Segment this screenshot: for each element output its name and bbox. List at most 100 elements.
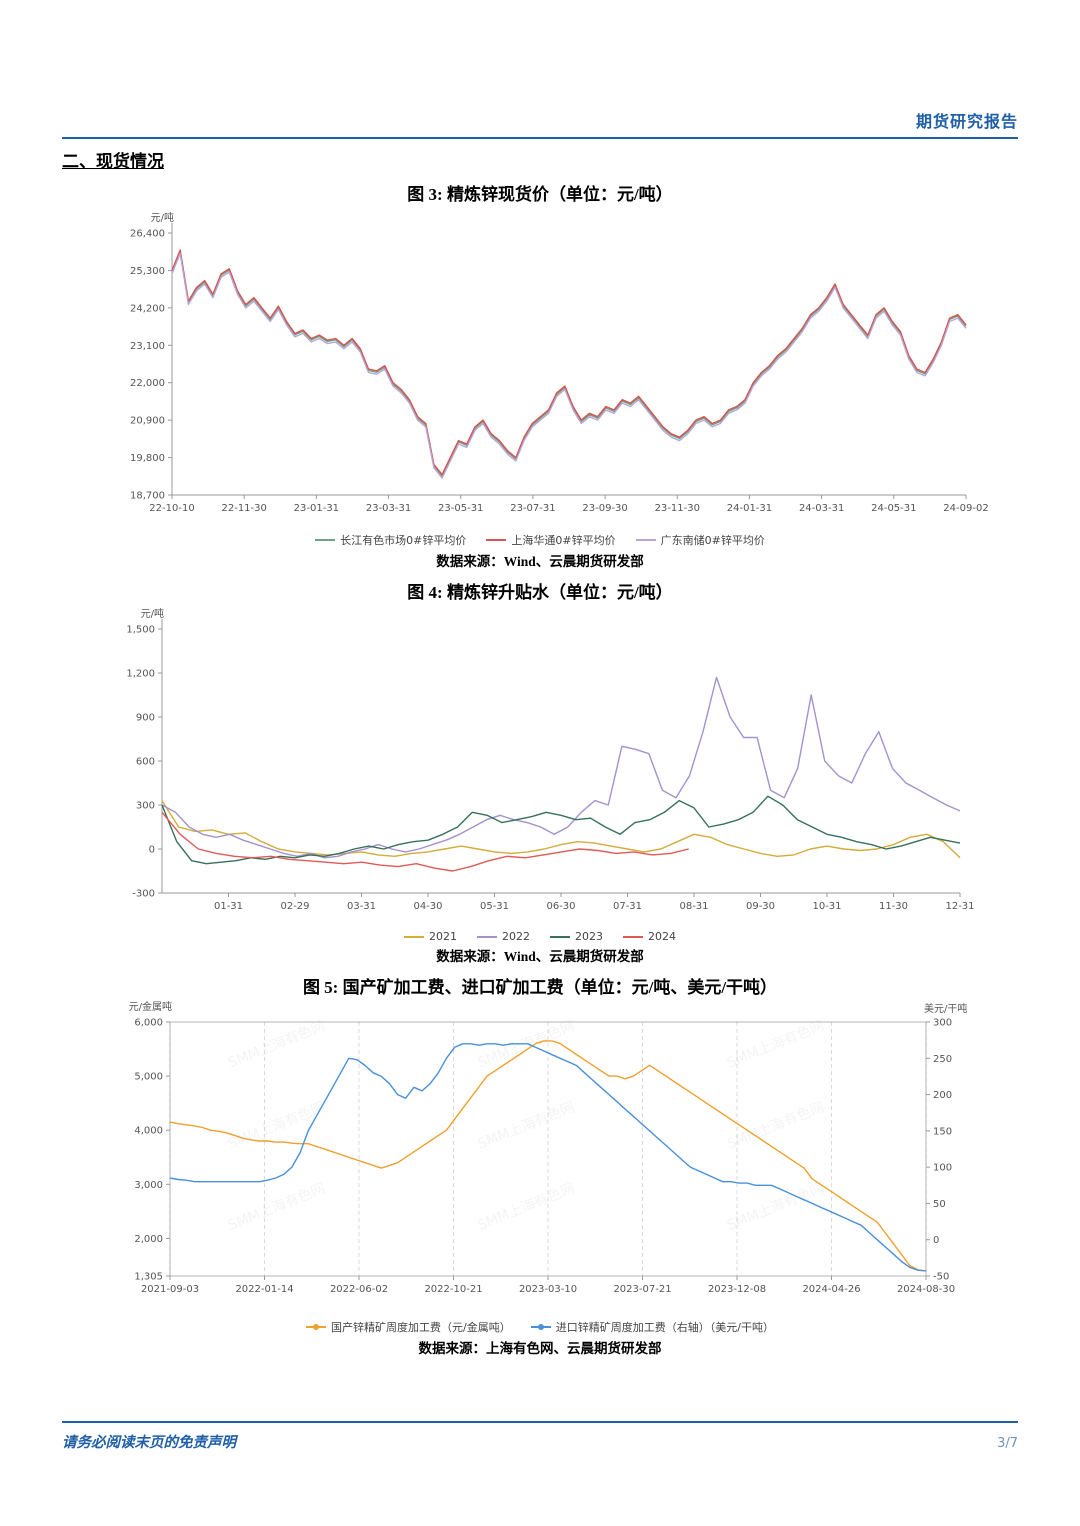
svg-text:SMM上海有色网: SMM上海有色网 [475,1098,577,1152]
svg-text:23-03-31: 23-03-31 [366,503,411,514]
svg-text:5,000: 5,000 [134,1072,163,1083]
section-title: 二、现货情况 [62,152,164,171]
svg-text:19,800: 19,800 [130,453,165,464]
legend-item: 2023 [550,930,603,943]
svg-text:24-09-02: 24-09-02 [943,503,988,514]
svg-text:23-07-31: 23-07-31 [510,503,555,514]
svg-text:元/金属吨: 元/金属吨 [129,1000,172,1013]
svg-text:900: 900 [136,713,155,724]
legend-line-icon [477,935,497,938]
svg-text:24-05-31: 24-05-31 [871,503,916,514]
svg-text:2021-09-03: 2021-09-03 [141,1284,199,1295]
svg-text:23,100: 23,100 [130,341,165,352]
svg-text:50: 50 [933,1199,946,1210]
legend-label: 长江有色市场0#锌平均价 [340,534,467,547]
svg-text:1,500: 1,500 [126,625,155,636]
chart3-legend: 长江有色市场0#锌平均价 上海华通0#锌平均价 广东南储0#锌平均价 [62,532,1018,548]
svg-text:10-31: 10-31 [812,901,841,912]
chart5-block: 图 5: 国产矿加工费、进口矿加工费（单位：元/吨、美元/干吨） SMM上海有色… [62,973,1018,1357]
chart3-title: 图 3: 精炼锌现货价（单位：元/吨） [407,185,673,204]
svg-text:SMM上海有色网: SMM上海有色网 [226,1180,328,1234]
chart5-legend: 国产锌精矿周度加工费（元/金属吨） 进口锌精矿周度加工费（右轴）（美元/干吨） [62,1319,1018,1335]
svg-text:20,900: 20,900 [130,416,165,427]
chart4-block: 图 4: 精炼锌升贴水（单位：元/吨） 1,500 1,200 900 600 300 0… [62,578,1018,965]
chart5-plot: SMM上海有色网 SMM上海有色网 SMM上海有色网 SMM上海有色网 SMM上海有色网… [129,1000,968,1295]
svg-text:0: 0 [149,845,155,856]
svg-text:-300: -300 [132,889,155,900]
svg-text:元/吨: 元/吨 [151,211,174,224]
chart4-title: 图 4: 精炼锌升贴水（单位：元/吨） [407,583,673,602]
chart3-wrap: 26,400 25,300 24,200 23,100 22,000 20,900 19,8… [62,205,1018,532]
legend-dot-icon [537,1324,544,1330]
svg-text:18,700: 18,700 [130,491,165,502]
report-type-label: 期货研究报告 [915,114,1018,131]
chart4-source: 数据来源：Wind、云晨期货研发部 [436,949,644,964]
svg-text:01-31: 01-31 [214,901,243,912]
chart4-plot: 1,500 1,200 900 600 300 0 -300 01-31 02-29 03-31 0… [126,607,974,912]
legend-label: 2023 [575,930,603,943]
svg-text:2023-07-21: 2023-07-21 [613,1284,671,1295]
svg-text:03-31: 03-31 [347,901,376,912]
svg-text:06-30: 06-30 [546,901,575,912]
svg-text:23-05-31: 23-05-31 [438,503,483,514]
legend-line-icon [404,935,424,938]
svg-text:23-01-31: 23-01-31 [294,503,339,514]
disclaimer-text: 请务必阅读末页的免责声明 [62,1435,236,1451]
svg-text:2,000: 2,000 [134,1234,163,1245]
legend-label: 国产锌精矿周度加工费（元/金属吨） [331,1321,511,1334]
svg-text:2023-03-10: 2023-03-10 [519,1284,577,1295]
svg-text:150: 150 [933,1126,952,1137]
svg-text:2024-04-26: 2024-04-26 [802,1284,860,1295]
svg-text:300: 300 [136,801,155,812]
svg-text:200: 200 [933,1090,952,1101]
legend-label: 上海华通0#锌平均价 [511,534,616,547]
legend-item: 广东南储0#锌平均价 [635,532,765,548]
page-number: 3/7 [997,1436,1018,1451]
legend-item: 进口锌精矿周度加工费（右轴）（美元/干吨） [530,1319,774,1335]
legend-item: 国产锌精矿周度加工费（元/金属吨） [306,1319,511,1335]
legend-item: 2021 [404,930,457,943]
chart5-wrap: SMM上海有色网 SMM上海有色网 SMM上海有色网 SMM上海有色网 SMM上海有色网… [62,998,1018,1319]
chart3-source: 数据来源：Wind、云晨期货研发部 [436,554,644,569]
svg-text:SMM上海有色网: SMM上海有色网 [725,1017,827,1071]
svg-text:600: 600 [136,757,155,768]
svg-text:美元/干吨: 美元/干吨 [924,1002,967,1015]
svg-text:22,000: 22,000 [130,378,165,389]
svg-text:04-30: 04-30 [413,901,442,912]
svg-text:11-30: 11-30 [879,901,908,912]
svg-text:2024-08-30: 2024-08-30 [897,1284,955,1295]
svg-text:22-10-10: 22-10-10 [149,503,194,514]
svg-text:250: 250 [933,1054,952,1065]
svg-text:08-31: 08-31 [679,901,708,912]
svg-text:SMM上海有色网: SMM上海有色网 [226,1017,328,1071]
chart3-plot: 26,400 25,300 24,200 23,100 22,000 20,900 19,8… [130,211,989,514]
legend-line-icon [306,1324,327,1330]
svg-text:2022-06-02: 2022-06-02 [330,1284,388,1295]
legend-line-icon [530,1324,551,1330]
svg-text:23-11-30: 23-11-30 [655,503,700,514]
svg-text:0: 0 [933,1235,939,1246]
svg-text:3,000: 3,000 [134,1180,163,1191]
svg-text:12-31: 12-31 [945,901,974,912]
svg-text:24-01-31: 24-01-31 [727,503,772,514]
legend-item: 2022 [477,930,530,943]
legend-item: 长江有色市场0#锌平均价 [315,532,466,548]
legend-label: 2021 [429,930,457,943]
legend-line-icon [550,935,570,938]
page-footer: 请务必阅读末页的免责声明 3/7 [62,1421,1018,1452]
legend-label: 2022 [502,930,530,943]
header-divider [62,137,1018,139]
legend-line-icon [623,935,643,938]
chart4-wrap: 1,500 1,200 900 600 300 0 -300 01-31 02-29 03-31 0… [62,603,1018,930]
legend-line-icon [486,539,507,541]
legend-label: 进口锌精矿周度加工费（右轴）（美元/干吨） [555,1321,774,1334]
svg-text:05-31: 05-31 [480,901,509,912]
legend-line-icon [635,539,656,541]
svg-text:100: 100 [933,1163,952,1174]
svg-text:09-30: 09-30 [746,901,775,912]
svg-text:元/吨: 元/吨 [141,607,164,620]
chart5-source: 数据来源：上海有色网、云晨期货研发部 [418,1341,662,1356]
svg-text:26,400: 26,400 [130,229,165,240]
svg-text:6,000: 6,000 [134,1018,163,1029]
